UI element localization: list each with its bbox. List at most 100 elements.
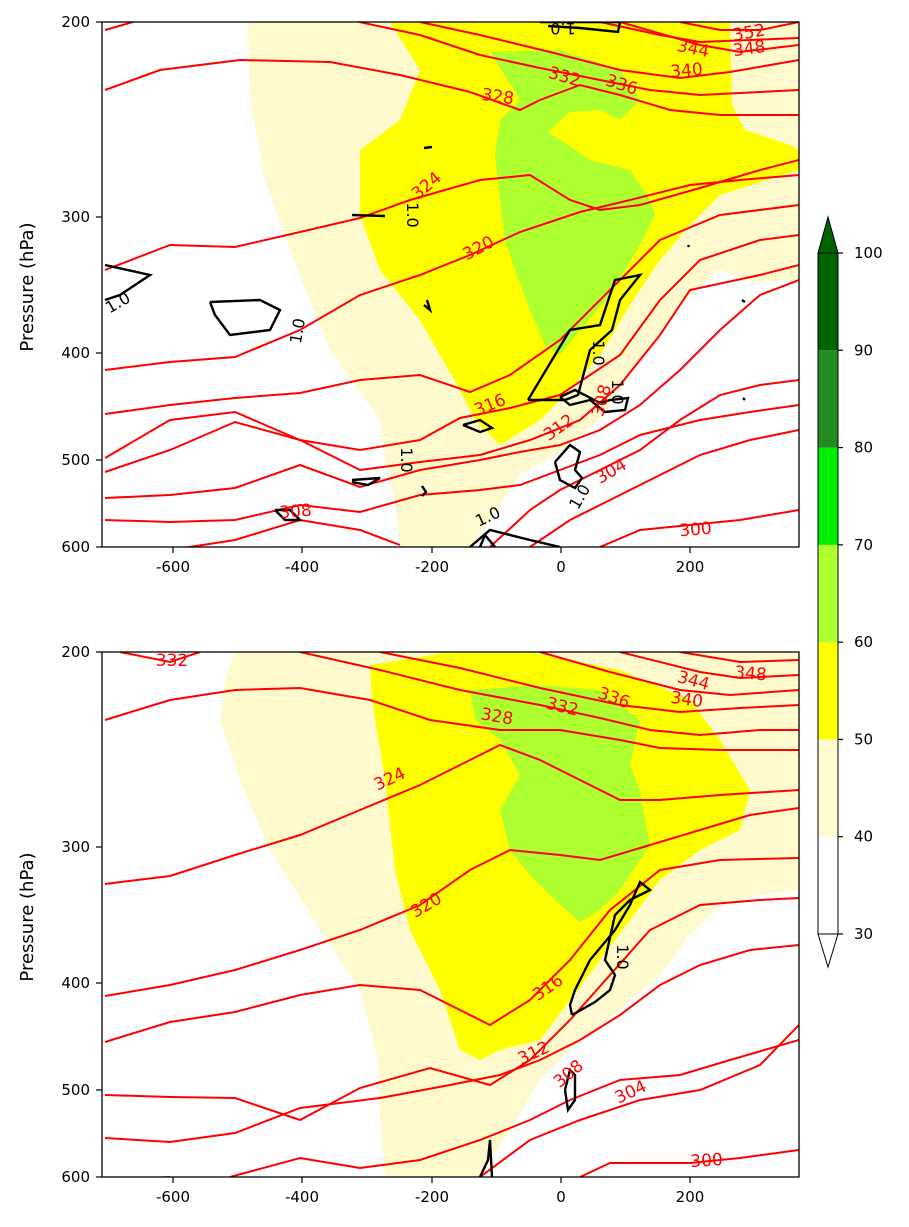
- theta-line: [539, 652, 799, 697]
- theta-line: [104, 22, 137, 31]
- colorbar-tick-label: 50: [854, 730, 873, 748]
- top-x-axis: -600 -400 -200 0 200: [156, 547, 704, 576]
- theta-label: 340: [670, 60, 704, 83]
- colorbar-extend-max: [817, 215, 839, 254]
- x-tick-label: -600: [156, 1188, 190, 1206]
- theta-label: 300: [679, 519, 713, 542]
- top-theta-labels: 352 348 344 340 336 332 328 324 320 316 …: [279, 20, 767, 541]
- y-tick-label: 600: [61, 1168, 90, 1186]
- top-panel: 352 348 344 340 336 332 328 324 320 316 …: [17, 13, 800, 576]
- x-tick-label: -200: [415, 1188, 449, 1206]
- y-tick-label: 500: [61, 1081, 90, 1099]
- highlight-label: 1.0: [613, 944, 632, 969]
- top-highlight-contours: [104, 22, 746, 547]
- highlight-contour: [351, 213, 386, 218]
- highlight-contour: [478, 532, 496, 547]
- colorbar: 30 40 50 60 70 80 90 100: [817, 215, 883, 969]
- theta-line: [579, 1149, 799, 1177]
- top-y-axis: 200 300 400 500 600 Pressure (hPa): [17, 13, 102, 556]
- bottom-fill-60: [470, 685, 650, 922]
- y-tick-label: 200: [61, 643, 90, 661]
- colorbar-tick-label: 70: [854, 536, 873, 554]
- top-theta-contours: [104, 22, 799, 547]
- theta-line: [104, 743, 799, 885]
- highlight-label: 1.0: [550, 19, 575, 38]
- bottom-highlight-labels: 1.0: [613, 944, 632, 969]
- colorbar-band: [818, 739, 838, 837]
- highlight-label: 1.0: [286, 317, 309, 345]
- bottom-axes-frame: [101, 651, 800, 1178]
- colorbar-extend-min: [817, 933, 839, 969]
- bottom-x-axis: -600 -400 -200 0 200: [156, 1177, 704, 1206]
- x-tick-label: 200: [676, 1188, 705, 1206]
- highlight-contour: [686, 244, 691, 248]
- colorbar-band: [818, 544, 838, 643]
- theta-line: [479, 1024, 799, 1177]
- highlight-contour: [563, 1067, 577, 1114]
- colorbar-tick-label: 60: [854, 633, 873, 651]
- theta-label: 300: [690, 1150, 724, 1172]
- theta-line: [104, 234, 799, 459]
- theta-line: [379, 652, 799, 714]
- colorbar-tick-label: 90: [854, 341, 873, 359]
- colorbar-band: [818, 447, 838, 545]
- theta-line: [619, 22, 799, 54]
- theta-line: [104, 58, 799, 116]
- y-tick-label: 200: [61, 13, 90, 31]
- colorbar-band: [818, 642, 838, 740]
- x-tick-label: -400: [285, 1188, 319, 1206]
- highlight-contour: [526, 273, 643, 402]
- theta-line: [182, 518, 401, 547]
- colorbar-tick-label: 40: [854, 828, 873, 846]
- theta-label: 328: [480, 85, 515, 109]
- highlight-contour: [462, 418, 495, 434]
- colorbar-frame: [817, 252, 839, 935]
- x-tick-label: 0: [556, 558, 566, 576]
- theta-label: 340: [669, 688, 704, 712]
- theta-line: [119, 652, 201, 664]
- y-tick-label: 300: [61, 838, 90, 856]
- y-tick-label: 300: [61, 208, 90, 226]
- theta-line: [104, 944, 799, 1144]
- bottom-y-axis: 200 300 400 500 600 Pressure (hPa): [17, 643, 102, 1186]
- theta-line: [229, 1039, 799, 1177]
- highlight-contour: [553, 443, 584, 490]
- x-tick-label: -200: [415, 558, 449, 576]
- x-tick-label: -600: [156, 558, 190, 576]
- top-fill-60: [490, 50, 655, 355]
- highlight-label: 1.0: [608, 379, 627, 404]
- bottom-theta-contours: [104, 652, 799, 1177]
- highlight-contour: [478, 1139, 494, 1177]
- highlight-contour: [351, 476, 381, 487]
- theta-label: 332: [156, 651, 188, 671]
- highlight-label: 1.0: [403, 202, 422, 227]
- colorbar-band: [818, 253, 838, 351]
- colorbar-tick-label: 30: [854, 925, 873, 943]
- highlight-contour: [423, 299, 433, 314]
- y-axis-title: Pressure (hPa): [17, 852, 38, 981]
- bottom-highlight-contours: [478, 880, 653, 1177]
- top-axes-frame: [101, 21, 800, 548]
- theta-line: [679, 652, 799, 664]
- theta-line: [489, 379, 799, 547]
- theta-line: [104, 279, 799, 499]
- y-tick-label: 600: [61, 538, 90, 556]
- top-plot-area: [104, 22, 799, 547]
- colorbar-tick-label: 80: [854, 439, 873, 457]
- theta-line: [104, 807, 799, 997]
- highlight-contour: [104, 263, 154, 302]
- theta-line: [619, 652, 799, 680]
- y-tick-label: 500: [61, 451, 90, 469]
- theta-line: [599, 509, 799, 547]
- highlight-contour: [568, 880, 653, 1017]
- theta-line: [299, 652, 799, 737]
- theta-line: [419, 22, 799, 80]
- theta-line: [354, 22, 799, 97]
- x-tick-label: 0: [556, 1188, 566, 1206]
- highlight-contour: [208, 298, 282, 337]
- colorbar-bands: [818, 253, 838, 934]
- x-tick-label: -400: [285, 558, 319, 576]
- colorbar-band: [818, 350, 838, 448]
- bottom-panel: 348 344 340 336 332 332 328 324 320 316 …: [17, 643, 800, 1206]
